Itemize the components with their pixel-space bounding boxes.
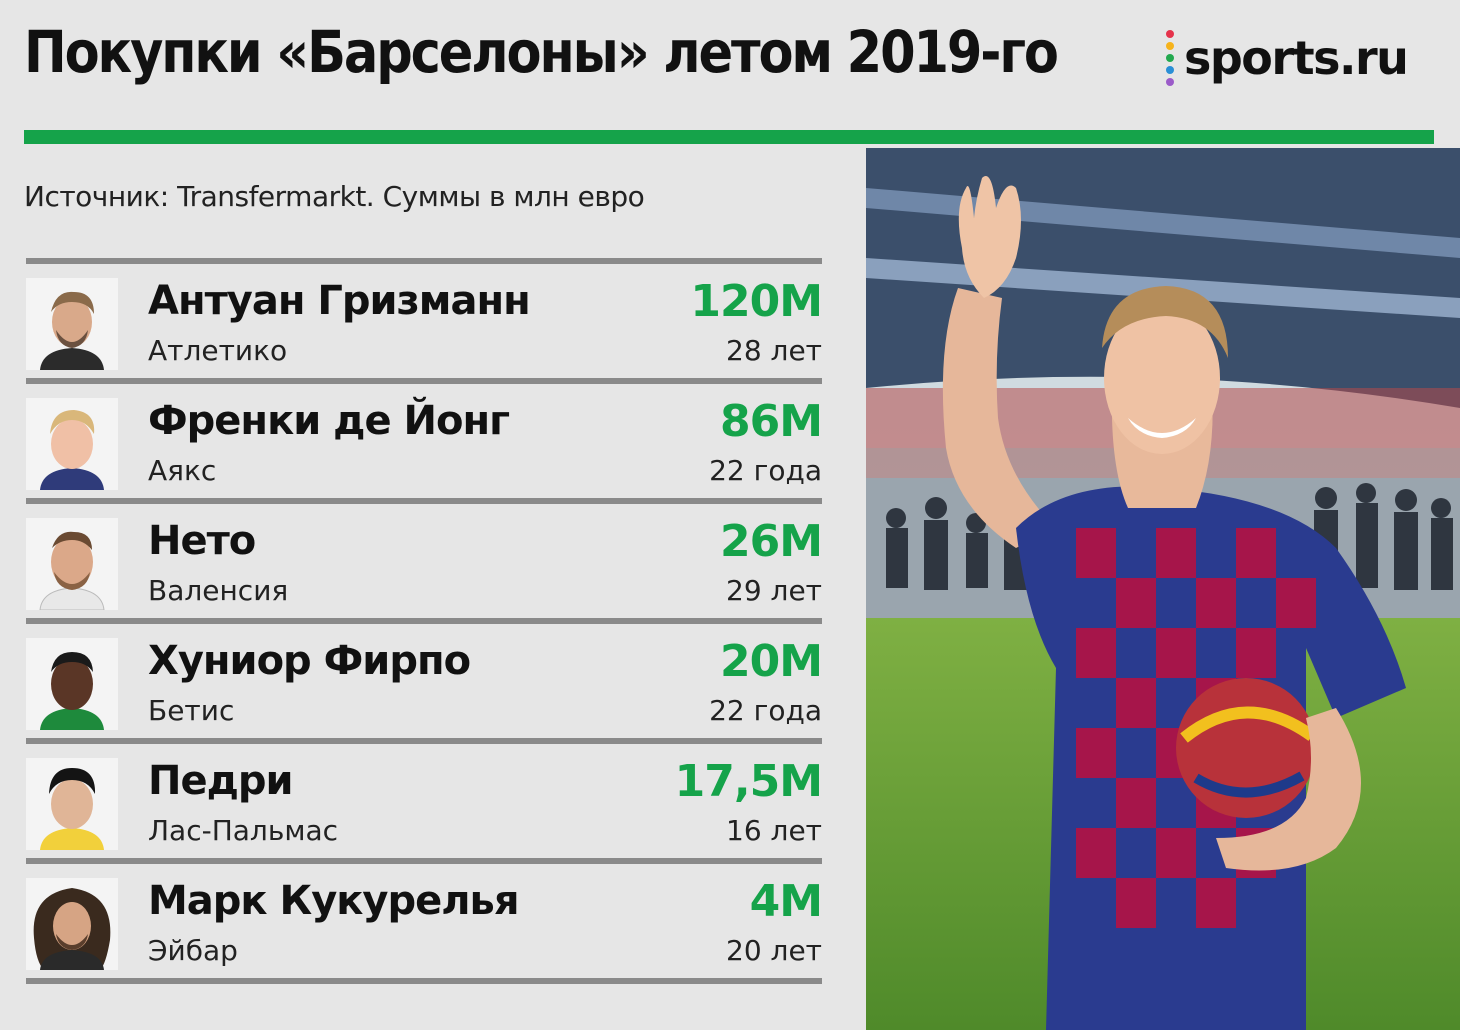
- header-divider: [24, 130, 1434, 144]
- logo-dot: [1166, 30, 1174, 38]
- logo-dot: [1166, 54, 1174, 62]
- player-name: Френки де Йонг: [148, 398, 510, 444]
- player-avatar: [26, 398, 118, 490]
- player-club: Бетис: [148, 694, 235, 727]
- featured-player-photo: [866, 148, 1460, 1030]
- list-item: Марк Кукурелья Эйбар 4М 20 лет: [26, 864, 823, 984]
- player-club: Аякс: [148, 454, 217, 487]
- list-item: Педри Лас-Пальмас 17,5М 16 лет: [26, 744, 823, 864]
- player-name: Педри: [148, 758, 294, 804]
- page-title: Покупки «Барселоны» летом 2019-го: [24, 18, 1059, 86]
- logo-dots-icon: [1166, 30, 1174, 86]
- list-item: Нето Валенсия 26М 29 лет: [26, 504, 823, 624]
- logo-dot: [1166, 66, 1174, 74]
- player-age: 20 лет: [726, 934, 822, 967]
- sports-ru-logo[interactable]: sports.ru: [1166, 30, 1409, 86]
- transfer-fee: 120М: [690, 276, 823, 327]
- player-avatar: [26, 518, 118, 610]
- player-age: 22 года: [709, 694, 822, 727]
- player-club: Атлетико: [148, 334, 288, 367]
- source-note: Источник: Transfermarkt. Суммы в млн евр…: [24, 180, 645, 213]
- list-item: Антуан Гризманн Атлетико 120М 28 лет: [26, 264, 823, 384]
- player-club: Валенсия: [148, 574, 289, 607]
- player-avatar: [26, 758, 118, 850]
- logo-text: sports.ru: [1184, 31, 1409, 85]
- player-club: Эйбар: [148, 934, 238, 967]
- player-age: 22 года: [709, 454, 822, 487]
- transfer-list: Антуан Гризманн Атлетико 120М 28 лет Фре…: [26, 258, 823, 984]
- player-age: 29 лет: [726, 574, 822, 607]
- player-name: Антуан Гризманн: [148, 278, 531, 324]
- player-avatar: [26, 878, 118, 970]
- list-divider: [26, 258, 822, 264]
- transfer-fee: 26М: [719, 516, 823, 567]
- player-name: Марк Кукурелья: [148, 878, 520, 924]
- list-item: Хуниор Фирпо Бетис 20М 22 года: [26, 624, 823, 744]
- transfer-fee: 17,5М: [674, 756, 823, 807]
- player-name: Хуниор Фирпо: [148, 638, 471, 684]
- transfer-fee: 20М: [719, 636, 823, 687]
- list-item: Френки де Йонг Аякс 86М 22 года: [26, 384, 823, 504]
- player-club: Лас-Пальмас: [148, 814, 338, 847]
- player-age: 28 лет: [726, 334, 822, 367]
- logo-dot: [1166, 42, 1174, 50]
- player-avatar: [26, 638, 118, 730]
- player-age: 16 лет: [726, 814, 822, 847]
- transfer-fee: 86М: [719, 396, 823, 447]
- logo-dot: [1166, 78, 1174, 86]
- player-avatar: [26, 278, 118, 370]
- player-name: Нето: [148, 518, 256, 564]
- transfer-fee: 4М: [749, 876, 823, 927]
